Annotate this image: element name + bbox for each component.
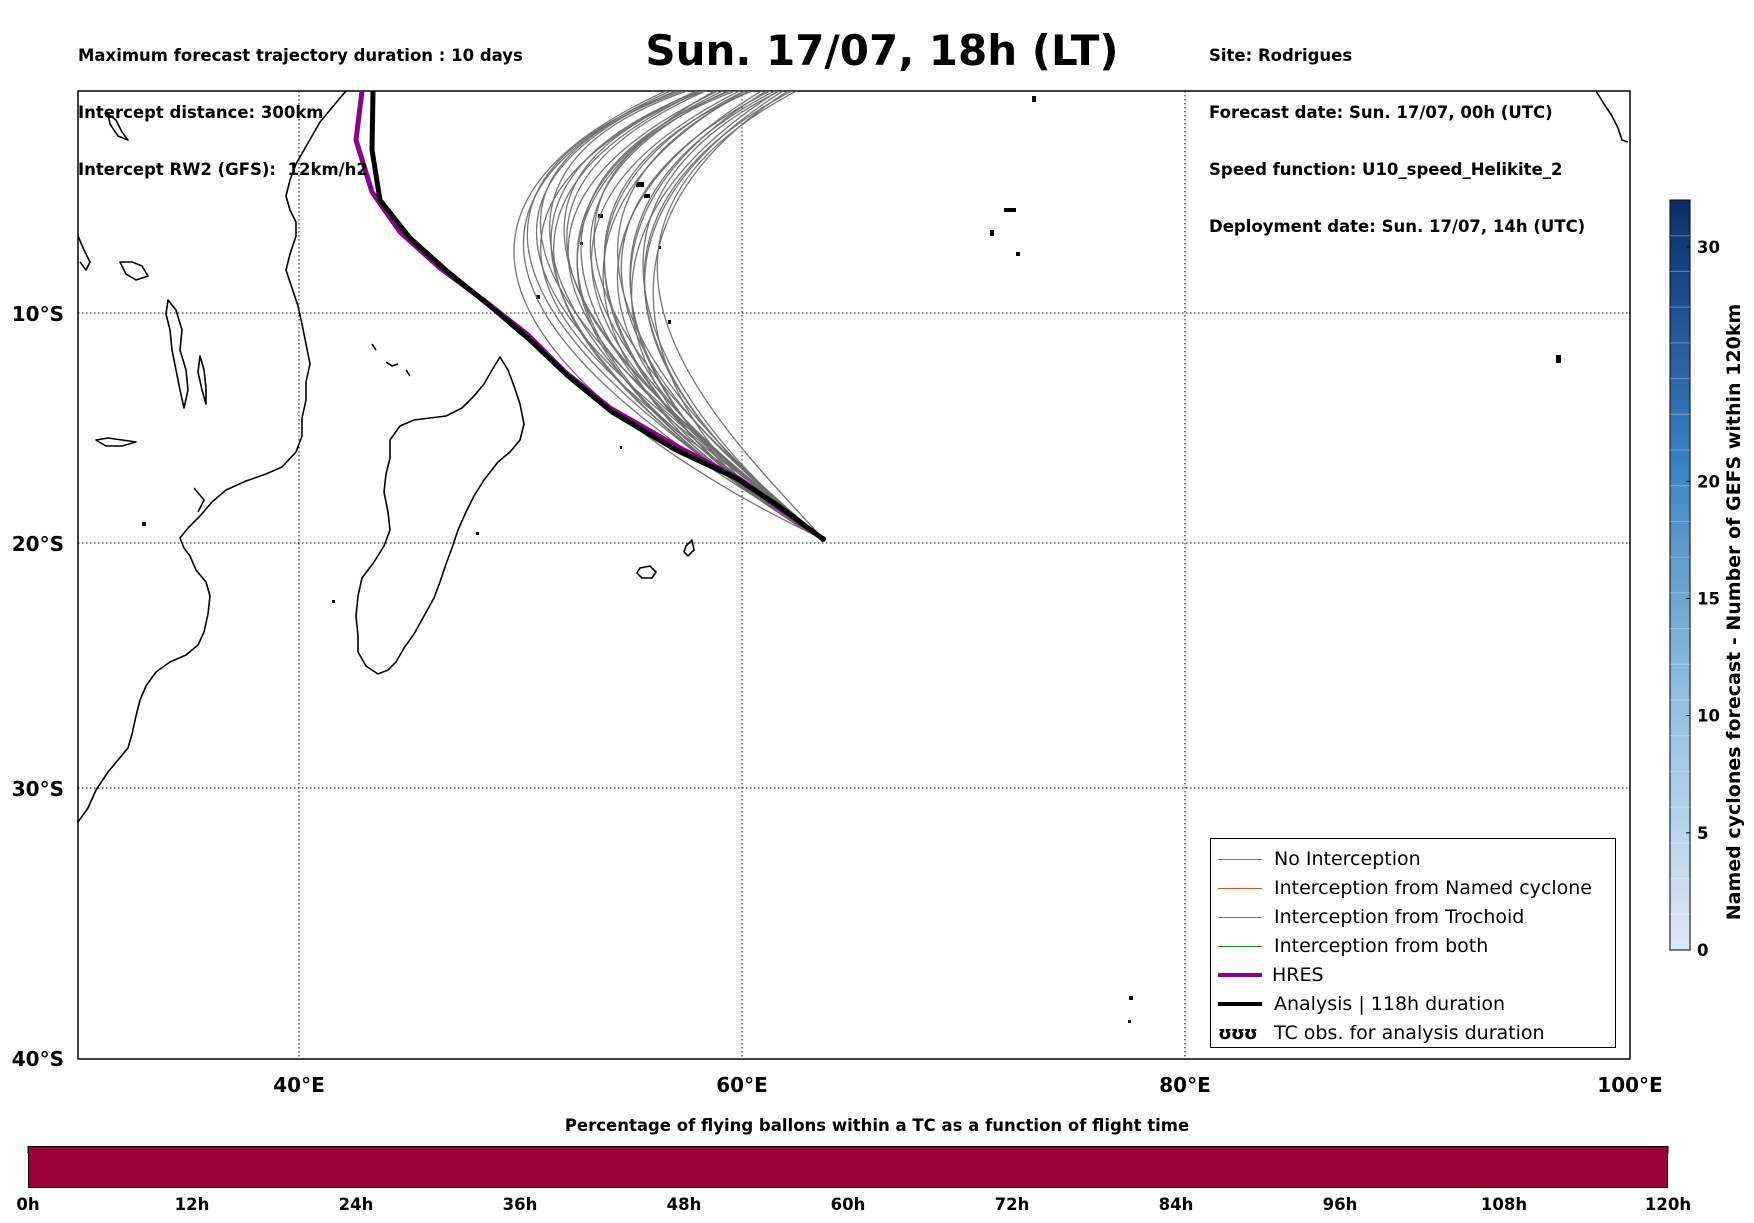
site-info: Site: Rodrigues Forecast date: Sun. 17/0… <box>1209 8 1585 255</box>
africa-coastline <box>78 91 347 823</box>
speed-function-text: Speed function: U10_speed_Helikite_2 <box>1209 160 1563 179</box>
gefs-colorbar-tick-label: 10 <box>1697 707 1720 726</box>
legend-swatch <box>1218 888 1262 889</box>
forecast-date-text: Forecast date: Sun. 17/07, 00h (UTC) <box>1209 103 1553 122</box>
gefs-colorbar-ticks: 0 5 10 15 20 30 <box>1670 235 1720 960</box>
lake-nyasa <box>197 355 207 405</box>
analysis-track <box>369 91 825 542</box>
lake-tanganyika <box>165 299 189 409</box>
gefs-colorbar: 0 5 10 15 20 30 <box>1669 199 1720 960</box>
legend-item-analysis: Analysis | 118h duration <box>1211 990 1615 1019</box>
legend-swatch <box>1218 946 1262 947</box>
legend-item-no-interception: No Interception <box>1211 845 1615 874</box>
gefs-track <box>643 91 824 540</box>
site-text: Site: Rodrigues <box>1209 46 1353 65</box>
legend-label: HRES <box>1272 964 1324 986</box>
gefs-member-tracks <box>513 91 824 540</box>
gefs-colorbar-tick-label: 0 <box>1697 941 1708 960</box>
gefs-colorbar-tick-label: 30 <box>1697 238 1720 257</box>
flight-tick-label: 0h <box>16 1195 39 1214</box>
madagascar-coastline <box>355 356 525 675</box>
lon-label-100e: 100°E <box>1597 1073 1662 1097</box>
intercept-rw2-text: Intercept RW2 (GFS): 12km/h2 <box>78 160 368 179</box>
gefs-colorbar-fill <box>1669 199 1691 951</box>
flight-tick-label: 72h <box>995 1195 1030 1214</box>
legend-label: Interception from Trochoid <box>1274 906 1525 928</box>
gefs-track <box>522 91 824 540</box>
gefs-colorbar-title: Named cyclones forecast - Number of GEFS… <box>1723 303 1745 921</box>
legend-swatch <box>1218 973 1262 977</box>
lake-turkana <box>107 113 129 141</box>
inland-lake-2 <box>193 487 205 513</box>
max-duration-text: Maximum forecast trajectory duration : 1… <box>78 46 523 65</box>
lake-victoria <box>119 261 149 281</box>
arabia-coast <box>1595 91 1629 143</box>
graticule <box>78 91 1630 1059</box>
legend-label: No Interception <box>1274 848 1421 870</box>
legend-swatch <box>1218 1002 1262 1006</box>
forecast-settings: Maximum forecast trajectory duration : 1… <box>78 8 523 198</box>
legend-item-both: Interception from both <box>1211 932 1615 961</box>
legend-label: Analysis | 118h duration <box>1274 993 1506 1015</box>
lon-label-60e: 60°E <box>716 1073 768 1097</box>
lat-label-30s: 30°S <box>12 777 64 801</box>
flight-tick-label: 24h <box>339 1195 374 1214</box>
lake-kariba <box>95 437 137 447</box>
legend-item-hres: HRES <box>1211 961 1615 990</box>
flight-colorbar <box>28 1146 1668 1188</box>
gefs-track <box>513 91 824 540</box>
island-reunion <box>636 565 657 579</box>
lat-label-20s: 20°S <box>12 532 64 556</box>
legend-swatch <box>1218 917 1262 918</box>
flight-tick-label: 84h <box>1159 1195 1194 1214</box>
lat-label-10s: 10°S <box>12 302 64 326</box>
legend-swatch <box>1218 859 1262 860</box>
launch-point-marker <box>820 536 826 542</box>
deployment-date-text: Deployment date: Sun. 17/07, 14h (UTC) <box>1209 217 1586 236</box>
flight-tick-label: 96h <box>1323 1195 1358 1214</box>
lon-label-40e: 40°E <box>273 1073 325 1097</box>
legend-item-trochoid: Interception from Trochoid <box>1211 903 1615 932</box>
legend-label: Interception from both <box>1274 935 1489 957</box>
tc-obs-icon: ʊʊʊ <box>1218 1023 1258 1044</box>
inland-lake-1 <box>78 235 91 271</box>
flight-tick-label: 48h <box>667 1195 702 1214</box>
gefs-colorbar-tick-label: 15 <box>1697 589 1720 608</box>
flight-tick-label: 60h <box>831 1195 866 1214</box>
flight-tick-label: 108h <box>1481 1195 1527 1214</box>
flight-tick-label: 120h <box>1645 1195 1691 1214</box>
intercept-distance-text: Intercept distance: 300km <box>78 103 324 122</box>
legend-label: TC obs. for analysis duration <box>1274 1022 1545 1044</box>
flight-tick-label: 12h <box>175 1195 210 1214</box>
gefs-track <box>656 91 824 540</box>
gefs-colorbar-tick-label: 5 <box>1697 824 1708 843</box>
gefs-colorbar-tick-label: 20 <box>1697 472 1720 491</box>
lat-label-40s: 40°S <box>12 1047 64 1071</box>
gefs-track <box>644 91 824 540</box>
lon-label-80e: 80°E <box>1159 1073 1211 1097</box>
main-tracks <box>353 91 826 542</box>
island-comoros <box>371 343 411 377</box>
map-title: Sun. 17/07, 18h (LT) <box>645 26 1119 75</box>
flight-tick-label: 36h <box>503 1195 538 1214</box>
flight-colorbar-title: Percentage of flying ballons within a TC… <box>564 1116 1190 1135</box>
map-legend: No Interception Interception from Named … <box>1210 838 1616 1048</box>
legend-label: Interception from Named cyclone <box>1274 877 1592 899</box>
legend-item-named-cyclone: Interception from Named cyclone <box>1211 874 1615 903</box>
legend-item-tc-obs: ʊʊʊ TC obs. for analysis duration <box>1211 1019 1615 1048</box>
island-mauritius <box>683 539 695 557</box>
gefs-track <box>589 91 824 540</box>
